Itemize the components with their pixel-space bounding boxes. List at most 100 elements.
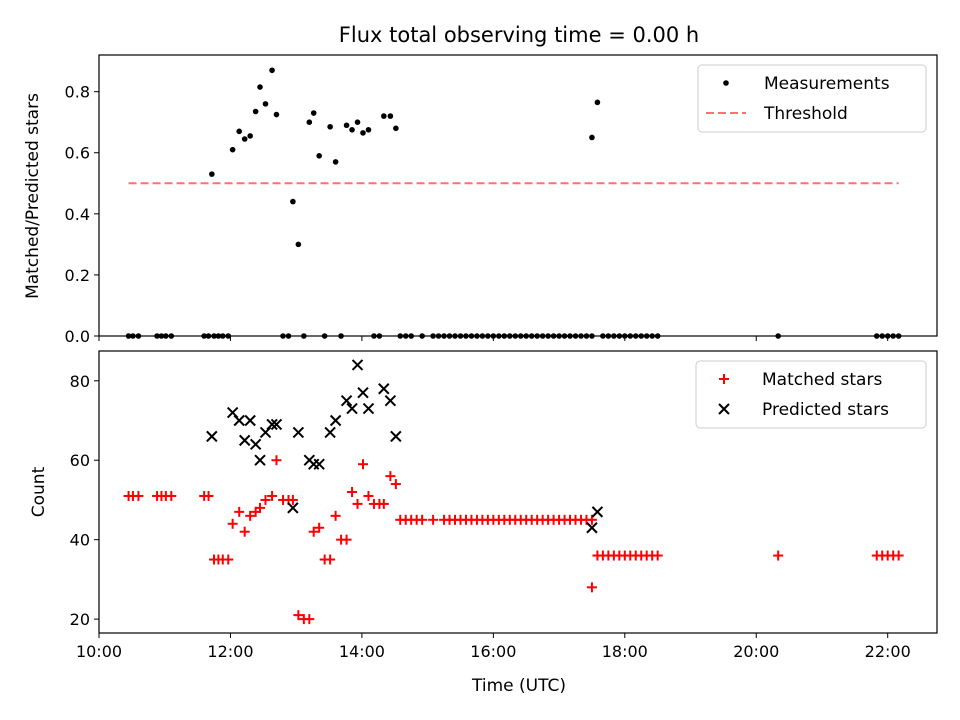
matched-star-point (260, 494, 271, 505)
y-tick-label: 0.0 (65, 327, 90, 346)
predicted-star-point (307, 458, 320, 470)
measurement-point (310, 110, 317, 116)
x-tick-label: 20:00 (733, 642, 779, 661)
measurement-point (209, 171, 215, 177)
top-axes-frame (98, 54, 938, 337)
matched-star-point (357, 459, 368, 470)
matched-star-point (341, 534, 352, 545)
matched-star-point (234, 506, 245, 517)
y-tick-label: 20 (70, 610, 90, 629)
predicted-star-point (329, 414, 342, 427)
bottom-plot-area: 10:00 12:00 14:00 16:00 18:00 20:00 22:00 20 40 6… (70, 359, 927, 661)
predicted-star-point (244, 414, 256, 427)
x-tick-label: 18:00 (602, 642, 648, 661)
matched-star-point (378, 498, 389, 509)
top-panel: 0.0 0.2 0.4 0.6 0.8 Measurements Threshold Mat… (23, 54, 938, 346)
measurement-point (360, 130, 366, 136)
matched-star-point (203, 490, 214, 501)
y-tick-label: 80 (70, 372, 90, 391)
legend-label: Matched stars (762, 370, 882, 390)
measurement-point (594, 99, 601, 106)
measurement-point (236, 128, 243, 135)
matched-star-point (586, 514, 597, 525)
matched-star-point (325, 554, 336, 565)
predicted-star-point (254, 454, 266, 466)
measurement-point (365, 127, 372, 133)
predicted-star-point (346, 402, 358, 415)
predicted-star-point (324, 426, 336, 439)
predicted-star-point (357, 386, 369, 399)
x-tick-label: 14:00 (339, 642, 385, 661)
y-tick-label: 60 (70, 451, 90, 470)
matched-star-point (255, 502, 266, 513)
legend: Measurements Threshold (697, 64, 927, 133)
measurement-point (332, 159, 339, 165)
legend-key-measurements (723, 80, 729, 86)
measurement-point (387, 113, 394, 119)
matched-star-point (773, 550, 784, 561)
y-tick-label: 0.6 (65, 144, 90, 163)
matched-star-point (227, 518, 238, 529)
measurement-point (257, 84, 263, 90)
matched-star-point (347, 487, 358, 497)
y-tick-label: 0.8 (65, 83, 90, 102)
matched-star-point (385, 471, 396, 482)
matched-star-point (352, 498, 363, 509)
matched-star-point (417, 514, 428, 525)
predicted-star-point (591, 506, 604, 518)
measurement-point (589, 134, 595, 141)
matched-star-point (271, 455, 282, 466)
matched-star-point (652, 550, 663, 561)
predicted-star-point (292, 426, 305, 439)
legend-box (697, 64, 927, 133)
matched-star-point (304, 614, 315, 625)
predicted-star-point (340, 394, 353, 407)
predicted-star-point (586, 522, 598, 534)
measurement-point (241, 136, 248, 142)
measurement-point (273, 111, 280, 118)
measurement-point (247, 133, 253, 139)
measurement-point (393, 125, 399, 132)
matched-star-point (363, 490, 374, 501)
predicted-star-point (384, 394, 397, 407)
measurement-point (349, 127, 355, 133)
bottom-panel: 10:00 12:00 14:00 16:00 18:00 20:00 22:00 20 40 6… (29, 350, 938, 661)
predicted-star-point (351, 359, 364, 371)
matched-star-point (893, 550, 904, 561)
y-tick-label: 40 (70, 531, 90, 550)
x-tick-label: 16:00 (470, 642, 516, 661)
bottom-y-axis-label: Count (29, 466, 49, 517)
matched-star-point (239, 526, 250, 537)
matched-star-point (245, 510, 256, 521)
predicted-star-point (238, 434, 251, 447)
matched-star-point (133, 490, 144, 501)
measurement-point (295, 241, 302, 248)
legend: Matched stars Predicted stars (695, 360, 927, 429)
x-tick-label: 12:00 (207, 642, 253, 661)
measurement-point (343, 122, 350, 129)
matched-star-point (166, 490, 177, 501)
predicted-star-point (233, 414, 245, 427)
legend-key-matched (719, 374, 729, 384)
predicted-star-point (362, 402, 375, 415)
measurement-point (290, 198, 296, 205)
predicted-star-point (249, 438, 262, 451)
matched-star-point (314, 522, 325, 533)
measurement-point (381, 113, 387, 119)
legend-label: Threshold (763, 104, 848, 124)
measurement-point (252, 108, 259, 115)
measurement-point (306, 119, 313, 125)
matched-star-point (293, 610, 304, 621)
bottom-axes-frame (98, 350, 938, 634)
predicted-star-point (287, 502, 299, 514)
matched-star-point (390, 479, 401, 490)
x-tick-label: 22:00 (865, 642, 911, 661)
matched-star-point (308, 526, 319, 537)
matched-star-point (223, 554, 234, 565)
matched-star-point (428, 514, 439, 525)
figure-title: Flux total observing time = 0.00 h (339, 23, 699, 47)
matched-star-point (267, 490, 278, 501)
predicted-star-point (206, 430, 218, 443)
measurement-point (269, 67, 275, 74)
